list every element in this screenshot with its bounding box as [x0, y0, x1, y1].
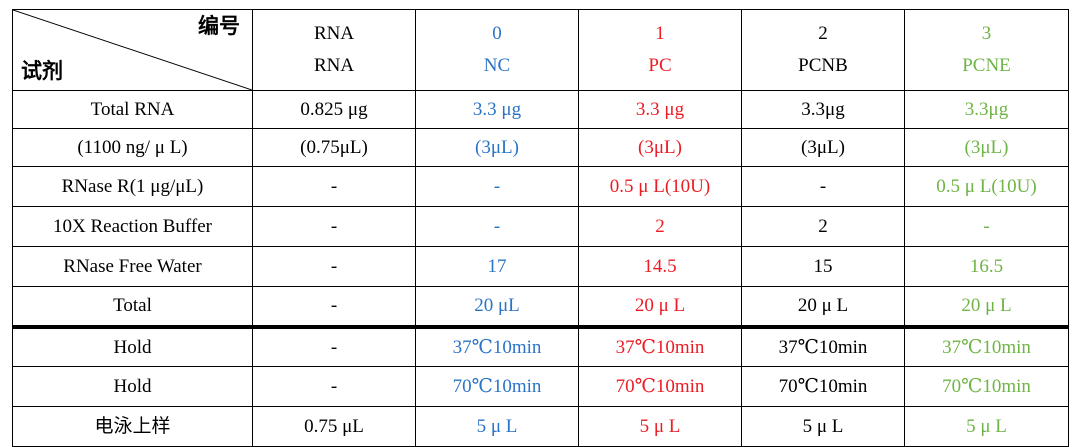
header-label-reagent: 试剂 [21, 59, 63, 83]
column-id: 0 [492, 23, 502, 44]
table-cell: 15 [741, 246, 905, 287]
table-cell: 37℃10min [578, 324, 742, 367]
table-row-total-rna-volume: (1100 ng/ μ L) (0.75μL) (3μL) (3μL) (3μL… [12, 128, 1069, 167]
table-row-hold-37: Hold - 37℃10min 37℃10min 37℃10min 37℃10m… [12, 324, 1069, 367]
table-cell: - [252, 286, 416, 327]
column-header-pc: 1 PC [578, 9, 742, 91]
table-cell: - [741, 166, 905, 207]
corner-cell: 编号 试剂 [12, 9, 253, 91]
table-cell: - [252, 324, 416, 367]
diagonal-divider [13, 10, 252, 90]
column-header-nc: 0 NC [415, 9, 579, 91]
table-cell: 37℃10min [741, 324, 905, 367]
table-cell: 3.3 μg [415, 90, 579, 129]
table-row-rnase-r: RNase R(1 μg/μL) - - 0.5 μ L(10U) - 0.5 … [12, 166, 1069, 207]
table-cell: 70℃10min [741, 366, 905, 407]
column-name: NC [483, 55, 511, 76]
row-label: Hold [12, 324, 253, 367]
table-cell: 0.75 μL [252, 406, 416, 447]
table-cell: (3μL) [904, 128, 1069, 167]
table-cell: - [252, 366, 416, 407]
header-label-number: 编号 [198, 14, 240, 38]
table-cell: 5 μ L [741, 406, 905, 447]
row-label: RNase R(1 μg/μL) [12, 166, 253, 207]
row-label: Total RNA [12, 90, 253, 129]
table-row-gel-loading: 电泳上样 0.75 μL 5 μ L 5 μ L 5 μ L 5 μ L [12, 406, 1069, 447]
table-cell: - [415, 206, 579, 247]
table-cell: 5 μ L [415, 406, 579, 447]
table-cell: 20 μ L [578, 286, 742, 327]
table-cell: 37℃10min [904, 324, 1069, 367]
table-cell: 20 μ L [904, 286, 1069, 327]
row-sublabel: (1100 ng/ μ L) [12, 128, 253, 167]
column-id: RNA [313, 23, 355, 44]
table-cell: 20 μ L [741, 286, 905, 327]
column-header-pcnb: 2 PCNB [741, 9, 905, 91]
table-cell: - [904, 206, 1069, 247]
table-cell: 70℃10min [904, 366, 1069, 407]
column-header-rna: RNA RNA [252, 9, 416, 91]
table-cell: 37℃10min [415, 324, 579, 367]
table-cell: 5 μ L [904, 406, 1069, 447]
table-cell: 3.3μg [741, 90, 905, 129]
column-name: PCNB [798, 55, 848, 76]
row-label: Hold [12, 366, 253, 407]
table-row-hold-70: Hold - 70℃10min 70℃10min 70℃10min 70℃10m… [12, 366, 1069, 407]
table-cell: 5 μ L [578, 406, 742, 447]
table-row-total: Total - 20 μL 20 μ L 20 μ L 20 μ L [12, 286, 1069, 327]
table-cell: - [415, 166, 579, 207]
table-cell: 17 [415, 246, 579, 287]
table-cell: 3.3 μg [578, 90, 742, 129]
table-cell: 0.825 μg [252, 90, 416, 129]
column-name: RNA [313, 55, 355, 76]
table-cell: 14.5 [578, 246, 742, 287]
column-header-pcne: 3 PCNE [904, 9, 1069, 91]
table-cell: (0.75μL) [252, 128, 416, 167]
table-row-rnase-free-water: RNase Free Water - 17 14.5 15 16.5 [12, 246, 1069, 287]
table-cell: - [252, 206, 416, 247]
row-label: Total [12, 286, 253, 327]
table-cell: 20 μL [415, 286, 579, 327]
table-cell: (3μL) [415, 128, 579, 167]
table-cell: - [252, 166, 416, 207]
table-row-reaction-buffer: 10X Reaction Buffer - - 2 2 - [12, 206, 1069, 247]
reagent-table: 编号 试剂 RNA RNA 0 NC 1 PC 2 PCNB 3 PCNE To… [12, 9, 1069, 447]
table-row-total-rna: Total RNA 0.825 μg 3.3 μg 3.3 μg 3.3μg 3… [12, 90, 1069, 129]
column-name: PC [648, 55, 672, 76]
row-label: 10X Reaction Buffer [12, 206, 253, 247]
row-label: 电泳上样 [12, 406, 253, 447]
column-id: 2 [818, 23, 828, 44]
table-cell: (3μL) [741, 128, 905, 167]
table-cell: 0.5 μ L(10U) [904, 166, 1069, 207]
table-cell: 16.5 [904, 246, 1069, 287]
row-label: RNase Free Water [12, 246, 253, 287]
table-cell: 2 [578, 206, 742, 247]
header-row: 编号 试剂 RNA RNA 0 NC 1 PC 2 PCNB 3 PCNE [12, 9, 1069, 91]
table-cell: (3μL) [578, 128, 742, 167]
column-name: PCNE [962, 55, 1011, 76]
table-cell: - [252, 246, 416, 287]
table-cell: 0.5 μ L(10U) [578, 166, 742, 207]
column-id: 3 [981, 23, 992, 44]
table-cell: 70℃10min [578, 366, 742, 407]
table-cell: 70℃10min [415, 366, 579, 407]
column-id: 1 [655, 23, 665, 44]
table-cell: 3.3μg [904, 90, 1069, 129]
table-cell: 2 [741, 206, 905, 247]
